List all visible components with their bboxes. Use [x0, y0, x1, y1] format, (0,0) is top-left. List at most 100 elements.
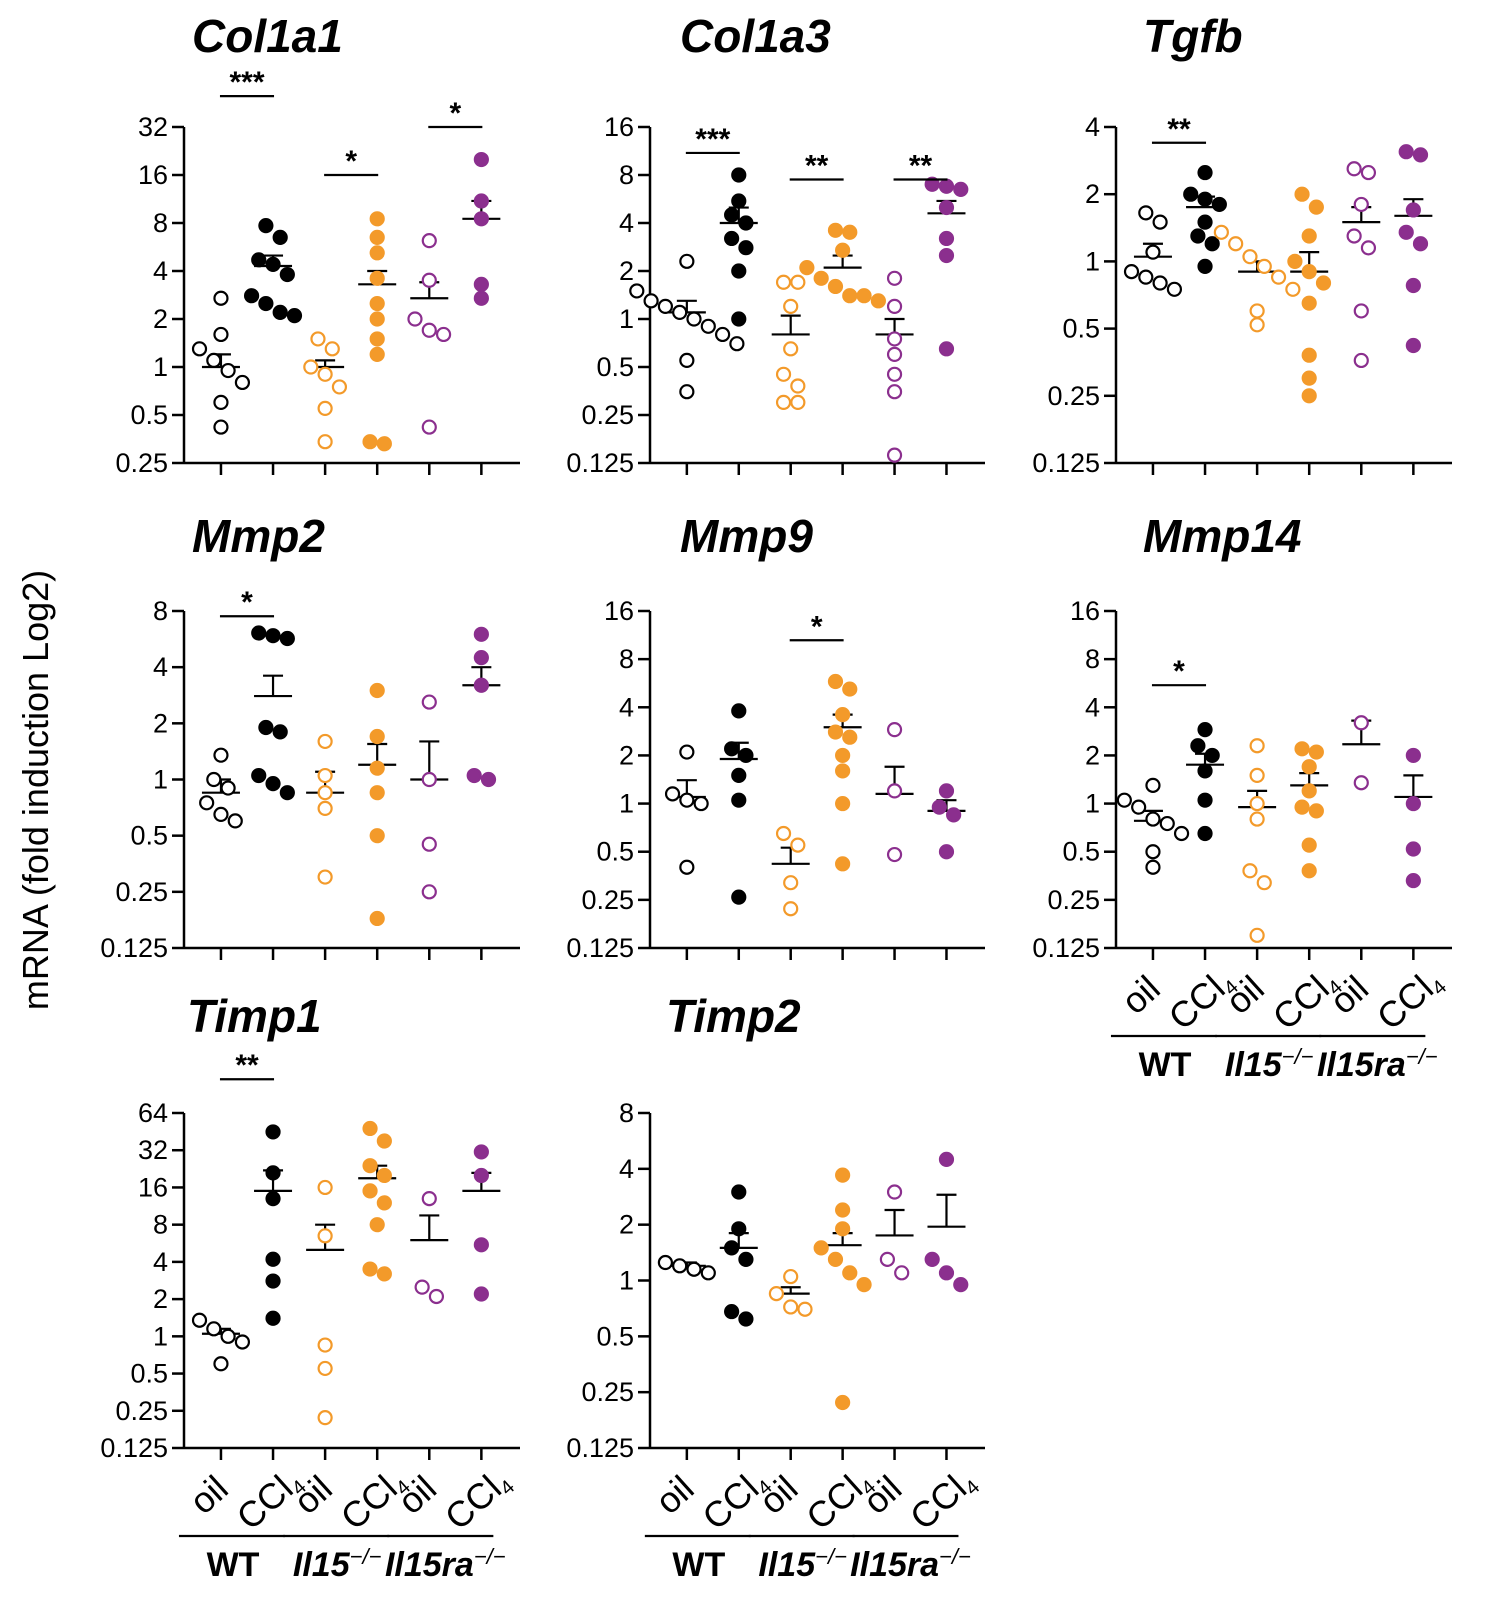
y-tick-label: 0.25 [581, 885, 634, 915]
data-point [1197, 792, 1213, 808]
data-point [317, 800, 333, 817]
data-point [1294, 799, 1310, 815]
genotype-name: Il15 [1225, 1046, 1283, 1084]
data-point [1197, 825, 1213, 842]
group-il15-oil [768, 1268, 813, 1317]
data-point [376, 1167, 392, 1184]
data-point [938, 178, 955, 194]
group-il15ra-ccl4 [927, 783, 966, 860]
data-point [679, 744, 695, 760]
data-point [317, 434, 333, 450]
data-point [1301, 388, 1317, 404]
data-point [1204, 236, 1220, 252]
data-point [731, 311, 747, 327]
data-point [251, 252, 267, 268]
data-point [317, 400, 333, 416]
data-point [1294, 186, 1310, 202]
data-point [938, 341, 955, 357]
condition-label-ccl: CCl [437, 1467, 509, 1538]
data-point [783, 875, 799, 891]
panel-title: Mmp2 [192, 510, 325, 562]
data-point [369, 295, 385, 312]
genotype-label-il15: Il15−/− [293, 1544, 382, 1584]
data-point [1152, 214, 1168, 230]
data-point [886, 384, 903, 400]
data-point [1152, 275, 1168, 291]
data-point [1242, 863, 1258, 879]
data-point [1138, 269, 1154, 285]
data-point [1197, 164, 1213, 181]
data-point [1228, 236, 1244, 252]
y-tick-label: 4 [619, 692, 634, 722]
data-point [738, 747, 754, 764]
y-tick-label: 4 [153, 256, 168, 286]
data-point [1145, 244, 1161, 260]
data-point [265, 1310, 281, 1326]
data-point [835, 763, 851, 779]
data-point [265, 256, 281, 272]
group-il15ra-oil [407, 233, 452, 435]
group-il15-ccl4 [358, 682, 397, 927]
data-point [1249, 795, 1265, 812]
data-point [1405, 795, 1421, 812]
genotype-label-wt: WT [672, 1546, 725, 1584]
data-point [272, 304, 288, 320]
y-tick-label: 0.25 [581, 400, 634, 430]
group-il15ra-ccl4 [1394, 747, 1433, 889]
data-point [827, 673, 844, 690]
group-wt-oil [629, 253, 745, 400]
data-point [894, 1265, 910, 1281]
significance-label: *** [695, 123, 730, 156]
significance-label: * [241, 586, 253, 619]
data-point [258, 295, 274, 312]
data-point [473, 1286, 489, 1302]
data-point [1346, 161, 1362, 177]
y-tick-label: 8 [153, 1210, 168, 1240]
data-point [251, 767, 267, 784]
data-point [1287, 253, 1303, 269]
data-point [369, 331, 385, 347]
data-point [1405, 277, 1421, 294]
data-point [938, 199, 955, 216]
panel-title: Mmp9 [680, 510, 813, 562]
condition-label-ccl: CCl [333, 1467, 405, 1538]
y-tick-label: 16 [604, 596, 634, 626]
data-point [206, 1321, 222, 1337]
y-tick-label: 0.125 [566, 933, 634, 963]
group-wt-ccl4 [719, 703, 758, 905]
data-point [738, 240, 754, 256]
data-point [1159, 815, 1175, 832]
y-tick-label: 0.5 [130, 821, 168, 851]
y-tick-label: 1 [153, 765, 168, 795]
condition-label-ccl4: CCl4 [1369, 960, 1451, 1040]
significance-label: ** [805, 149, 829, 182]
data-point [886, 331, 903, 347]
genotype-label-il15ra: Il15ra−/− [1317, 1044, 1438, 1084]
group-il15-ccl4 [358, 1120, 397, 1282]
data-point [724, 1303, 740, 1320]
group-wt-ccl4 [251, 625, 295, 801]
genotype-name: Il15ra [850, 1546, 939, 1584]
data-point [213, 806, 229, 823]
data-point [1412, 147, 1429, 163]
y-tick-label: 4 [153, 1247, 168, 1277]
panels-group: Col1a10.250.512481632*****Col1a30.1250.2… [100, 10, 1452, 1584]
significance-label: ** [1167, 113, 1191, 146]
data-point [827, 1251, 844, 1267]
data-point [234, 374, 251, 391]
y-tick-label: 1 [153, 352, 168, 382]
data-point [376, 1266, 392, 1282]
data-point [1301, 347, 1317, 363]
group-il15ra-oil [1342, 161, 1381, 369]
y-tick-label: 0.25 [115, 448, 168, 478]
data-point [731, 167, 747, 183]
data-point [1308, 199, 1324, 215]
data-point [369, 211, 385, 227]
data-point [1145, 777, 1161, 793]
data-point [886, 1184, 903, 1200]
significance-label: ** [909, 149, 933, 182]
data-point [664, 786, 681, 802]
genotype-label-il15ra: Il15ra−/− [385, 1544, 506, 1584]
